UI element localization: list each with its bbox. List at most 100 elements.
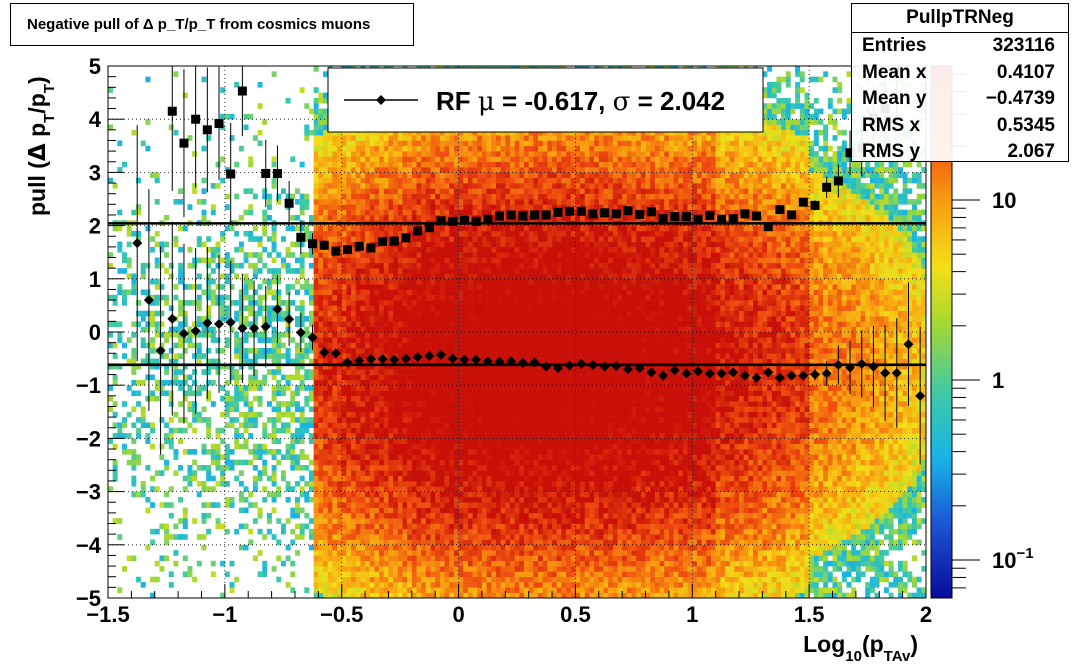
heatmap-cell bbox=[337, 284, 343, 290]
heatmap-cell bbox=[467, 443, 473, 450]
heatmap-cell bbox=[313, 193, 319, 200]
heatmap-cell bbox=[416, 363, 422, 370]
heatmap-cell bbox=[453, 310, 459, 317]
heatmap-cell bbox=[444, 443, 450, 450]
heatmap-cell bbox=[393, 555, 399, 562]
heatmap-cell bbox=[327, 486, 333, 492]
heatmap-cell bbox=[379, 560, 385, 567]
heatmap-cell bbox=[168, 401, 174, 407]
heatmap-cell bbox=[374, 241, 380, 248]
heatmap-cell bbox=[407, 395, 413, 402]
heatmap-cell bbox=[430, 443, 436, 450]
heatmap-cell bbox=[393, 401, 399, 407]
heatmap-cell bbox=[430, 289, 436, 296]
heatmap-cell bbox=[341, 305, 347, 312]
heatmap-cell bbox=[449, 528, 455, 535]
heatmap-cell bbox=[379, 305, 385, 312]
heatmap-cell bbox=[351, 566, 357, 572]
heatmap-cell bbox=[388, 332, 394, 338]
heatmap-cell bbox=[299, 454, 305, 460]
heatmap-cell bbox=[365, 379, 371, 386]
heatmap-cell bbox=[351, 518, 357, 524]
heatmap-cell bbox=[458, 241, 464, 248]
heatmap-cell bbox=[388, 145, 394, 152]
heatmap-cell bbox=[304, 369, 310, 375]
heatmap-cell bbox=[444, 167, 450, 173]
heatmap-cell bbox=[388, 454, 394, 460]
heatmap-cell bbox=[407, 358, 413, 365]
heatmap-cell bbox=[262, 443, 268, 450]
heatmap-cell bbox=[341, 252, 347, 258]
heatmap-cell bbox=[248, 347, 254, 354]
heatmap-cell bbox=[477, 236, 483, 242]
heatmap-cell bbox=[341, 539, 347, 546]
heatmap-cell bbox=[383, 507, 389, 514]
heatmap-cell bbox=[486, 316, 492, 322]
heatmap-cell bbox=[238, 246, 244, 253]
heatmap-cell bbox=[365, 204, 371, 210]
heatmap-cell bbox=[206, 465, 212, 471]
heatmap-cell bbox=[402, 151, 408, 157]
heatmap-cell bbox=[393, 550, 399, 556]
heatmap-cell bbox=[285, 374, 291, 381]
heatmap-cell bbox=[206, 528, 212, 535]
heatmap-cell bbox=[416, 534, 422, 540]
heatmap-cell bbox=[477, 449, 483, 455]
heatmap-cell bbox=[178, 188, 184, 194]
heatmap-cell bbox=[332, 326, 338, 333]
heatmap-cell bbox=[430, 230, 436, 237]
heatmap-cell bbox=[248, 294, 254, 301]
heatmap-cell bbox=[425, 459, 431, 466]
heatmap-cell bbox=[472, 305, 478, 312]
heatmap-cell bbox=[369, 209, 375, 216]
heatmap-cell bbox=[210, 326, 216, 333]
heatmap-cell bbox=[369, 183, 375, 189]
heatmap-cell bbox=[337, 214, 343, 221]
heatmap-cell bbox=[477, 454, 483, 460]
heatmap-cell bbox=[486, 230, 492, 237]
heatmap-cell bbox=[388, 257, 394, 264]
heatmap-cell bbox=[439, 507, 445, 514]
heatmap-cell bbox=[294, 401, 300, 407]
heatmap-cell bbox=[294, 465, 300, 471]
heatmap-cell bbox=[323, 438, 328, 445]
heatmap-cell bbox=[271, 316, 277, 322]
heatmap-cell bbox=[453, 257, 459, 264]
heatmap-cell bbox=[439, 347, 445, 354]
heatmap-cell bbox=[402, 539, 408, 546]
heatmap-cell bbox=[248, 230, 254, 237]
heatmap-cell bbox=[467, 268, 473, 274]
heatmap-cell bbox=[318, 135, 324, 141]
heatmap-cell bbox=[365, 342, 371, 349]
heatmap-cell bbox=[341, 395, 347, 402]
heatmap-cell bbox=[220, 438, 226, 445]
heatmap-cell bbox=[346, 486, 352, 492]
heatmap-cell bbox=[397, 129, 403, 136]
heatmap-cell bbox=[238, 342, 244, 349]
heatmap-cell bbox=[439, 358, 445, 365]
heatmap-cell bbox=[472, 592, 478, 598]
heatmap-cell bbox=[369, 236, 375, 242]
heatmap-cell bbox=[220, 273, 226, 280]
heatmap-cell bbox=[463, 406, 469, 413]
heatmap-cell bbox=[425, 135, 431, 141]
heatmap-cell bbox=[425, 486, 431, 492]
heatmap-cell bbox=[435, 268, 441, 274]
heatmap-cell bbox=[136, 454, 142, 460]
heatmap-cell bbox=[332, 316, 338, 322]
heatmap-cell bbox=[248, 363, 254, 370]
heatmap-cell bbox=[439, 486, 445, 492]
heatmap-cell bbox=[351, 454, 357, 460]
heatmap-cell bbox=[276, 518, 282, 524]
heatmap-cell bbox=[425, 576, 431, 583]
heatmap-cell bbox=[252, 417, 258, 423]
heatmap-cell bbox=[477, 512, 483, 519]
heatmap-cell bbox=[411, 294, 417, 301]
heatmap-cell bbox=[444, 459, 450, 466]
heatmap-cell bbox=[360, 129, 366, 136]
heatmap-cell bbox=[346, 199, 352, 205]
heatmap-cell bbox=[425, 140, 431, 147]
heatmap-cell bbox=[402, 342, 408, 349]
heatmap-cell bbox=[285, 544, 291, 551]
heatmap-cell bbox=[458, 395, 464, 402]
